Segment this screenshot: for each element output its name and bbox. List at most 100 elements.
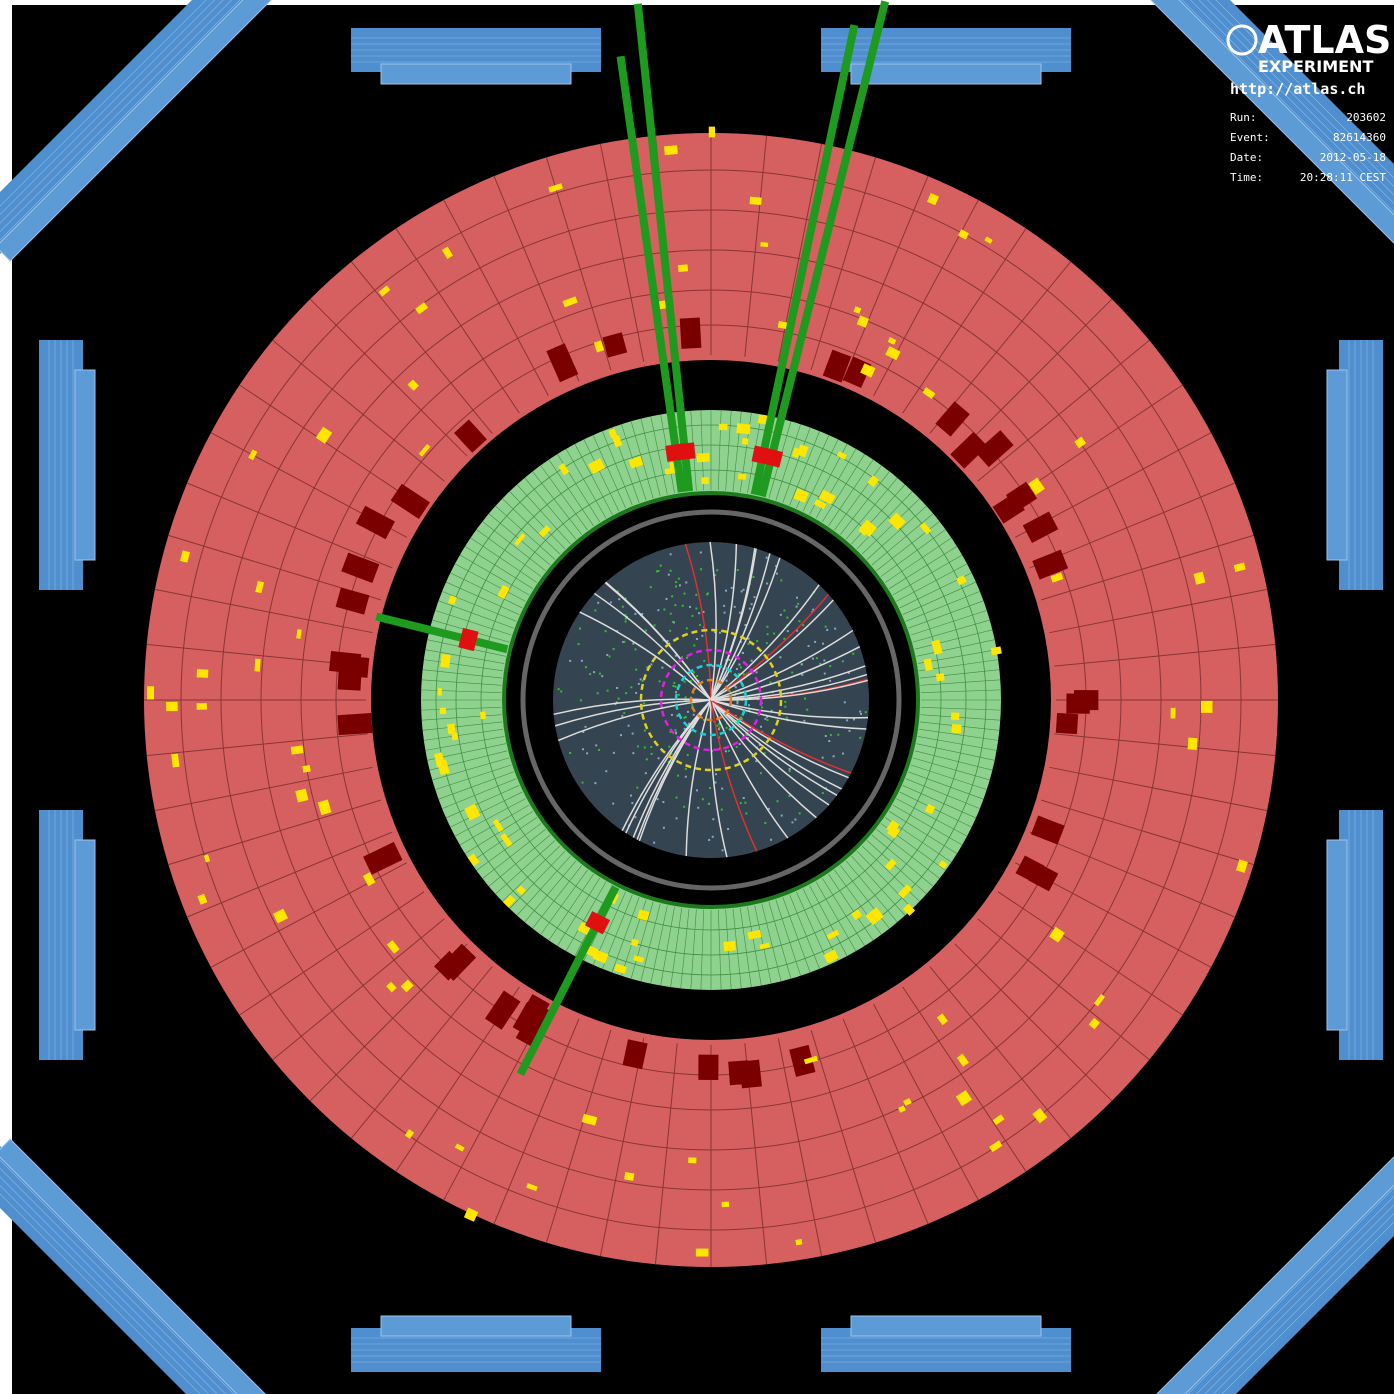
- tracker-hit: [683, 680, 686, 683]
- tracker-hit: [641, 679, 644, 682]
- hcal-cell: [997, 891, 1183, 1016]
- tracker-hit: [667, 573, 670, 576]
- ecal-cell: [871, 834, 934, 887]
- tracker-hit: [582, 730, 585, 733]
- info-value: 20:28:11 CEST: [1300, 171, 1386, 184]
- hcal-deposit: [337, 712, 373, 736]
- info-label: Event:: [1230, 131, 1270, 144]
- tracker-hit: [580, 659, 583, 662]
- ecal-cell: [548, 873, 594, 941]
- tracker-hit: [595, 744, 598, 747]
- logo-url: http://atlas.ch: [1230, 80, 1365, 98]
- tracker-hit: [653, 624, 656, 627]
- muon-chamber: [821, 28, 1071, 85]
- cell-hit: [630, 938, 639, 947]
- tracker-hit: [832, 755, 835, 758]
- ecal-cell: [540, 465, 588, 531]
- tracker-hit: [748, 708, 751, 711]
- tracker-hit: [650, 663, 653, 666]
- ecal-cell: [718, 410, 722, 491]
- tracker-hit: [693, 644, 696, 647]
- muon-chamber: [39, 340, 96, 590]
- cell-hit: [581, 1113, 598, 1126]
- cell-hit: [1200, 700, 1213, 713]
- tracker-hit: [824, 625, 827, 628]
- tracker-hit: [693, 671, 696, 674]
- chamber-line: [0, 0, 278, 267]
- cell-hit: [514, 533, 526, 546]
- cell-hit: [708, 126, 716, 138]
- tracker-hit: [581, 781, 584, 784]
- tracker-hit: [753, 596, 756, 599]
- tracker-hit: [634, 816, 637, 819]
- cell-hit: [171, 753, 180, 768]
- tracker-hit: [764, 821, 767, 824]
- tracker-hit: [711, 835, 714, 838]
- muon-chamber: [351, 1315, 601, 1372]
- tracker-hit: [773, 632, 776, 635]
- cell-hit: [439, 707, 447, 715]
- cell-hit: [898, 1105, 906, 1113]
- hcal-deposit: [454, 419, 487, 453]
- tracker-hit: [653, 841, 656, 844]
- hcal-deposit: [975, 430, 1014, 468]
- tracker-hit: [669, 553, 672, 556]
- cell-hit: [760, 241, 769, 248]
- ecal-cell: [548, 459, 594, 527]
- tracker-hit: [745, 674, 748, 677]
- hcal-deposit: [517, 1001, 551, 1039]
- tracker-hit: [718, 736, 721, 739]
- chamber-inner: [74, 839, 96, 1031]
- ecal-cell: [435, 764, 512, 790]
- tracker-hit: [786, 630, 789, 633]
- ecal-cell: [565, 448, 607, 519]
- tracker-hit: [738, 743, 741, 746]
- tracker-hit: [594, 782, 597, 785]
- tracker-hit: [643, 746, 646, 749]
- cell-hit: [418, 443, 431, 457]
- hcal-cell: [395, 228, 520, 414]
- tracker-hit: [819, 662, 822, 665]
- tracker-hit: [672, 621, 675, 624]
- ecal-cell: [851, 484, 906, 545]
- tracker-hit: [669, 730, 672, 733]
- tracker-hit: [755, 760, 758, 763]
- tracker-hit: [703, 659, 706, 662]
- tracker-hit: [629, 794, 632, 797]
- tracker-hit: [624, 617, 627, 620]
- tracker-hit: [678, 584, 681, 587]
- tracker-hit: [627, 724, 630, 727]
- tracker-hit: [859, 736, 862, 739]
- ecal-cell: [445, 581, 520, 615]
- track: [709, 541, 717, 701]
- ecal-cell: [423, 659, 504, 672]
- tracker-hit: [658, 680, 661, 683]
- hcal-deposit: [329, 651, 362, 675]
- cell-hit: [272, 908, 289, 924]
- tracker-hit: [708, 787, 711, 790]
- ecal-cell: [459, 554, 530, 596]
- muon-chamber: [351, 28, 601, 85]
- tracker-hit: [661, 666, 664, 669]
- tracker-hit: [834, 627, 837, 630]
- ecal-cell: [732, 908, 742, 989]
- tracker-hit: [695, 638, 698, 641]
- tracker-hit: [766, 719, 769, 722]
- ecal-cell: [438, 771, 514, 800]
- tracker-hit: [634, 648, 637, 651]
- tracker-hit: [824, 734, 827, 737]
- tracker-hit: [674, 732, 677, 735]
- ecal-cell: [611, 897, 640, 973]
- tracker-hit: [727, 749, 730, 752]
- cell-hit: [548, 183, 563, 193]
- tracker-hit: [747, 737, 750, 740]
- tracker-hit: [829, 679, 832, 682]
- ecal-cell: [905, 778, 980, 809]
- ecal-cell: [476, 823, 542, 871]
- ecal-cell: [422, 721, 503, 731]
- ecal-ring: [435, 424, 987, 976]
- track: [710, 699, 842, 790]
- tracker-hit: [701, 798, 704, 801]
- cell-hit: [992, 1114, 1005, 1126]
- ecal-cell: [421, 707, 502, 711]
